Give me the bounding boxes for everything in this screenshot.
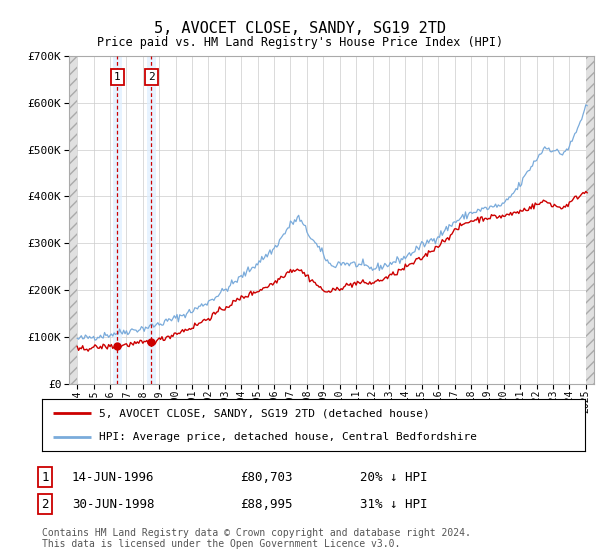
Bar [69, 56, 77, 384]
Text: £88,995: £88,995 [240, 497, 293, 511]
Text: Contains HM Land Registry data © Crown copyright and database right 2024.
This d: Contains HM Land Registry data © Crown c… [42, 528, 471, 549]
Bar [146, 56, 155, 384]
Text: 30-JUN-1998: 30-JUN-1998 [72, 497, 155, 511]
Text: 2: 2 [148, 72, 154, 82]
Text: £80,703: £80,703 [240, 470, 293, 484]
Text: 1: 1 [114, 72, 121, 82]
Text: 1: 1 [41, 470, 49, 484]
Text: 2: 2 [41, 497, 49, 511]
Text: Price paid vs. HM Land Registry's House Price Index (HPI): Price paid vs. HM Land Registry's House … [97, 36, 503, 49]
Text: 5, AVOCET CLOSE, SANDY, SG19 2TD (detached house): 5, AVOCET CLOSE, SANDY, SG19 2TD (detach… [99, 408, 430, 418]
Text: HPI: Average price, detached house, Central Bedfordshire: HPI: Average price, detached house, Cent… [99, 432, 477, 442]
Bar [113, 56, 122, 384]
Bar [586, 56, 594, 384]
Text: 20% ↓ HPI: 20% ↓ HPI [360, 470, 427, 484]
Text: 31% ↓ HPI: 31% ↓ HPI [360, 497, 427, 511]
Text: 5, AVOCET CLOSE, SANDY, SG19 2TD: 5, AVOCET CLOSE, SANDY, SG19 2TD [154, 21, 446, 36]
Text: 14-JUN-1996: 14-JUN-1996 [72, 470, 155, 484]
